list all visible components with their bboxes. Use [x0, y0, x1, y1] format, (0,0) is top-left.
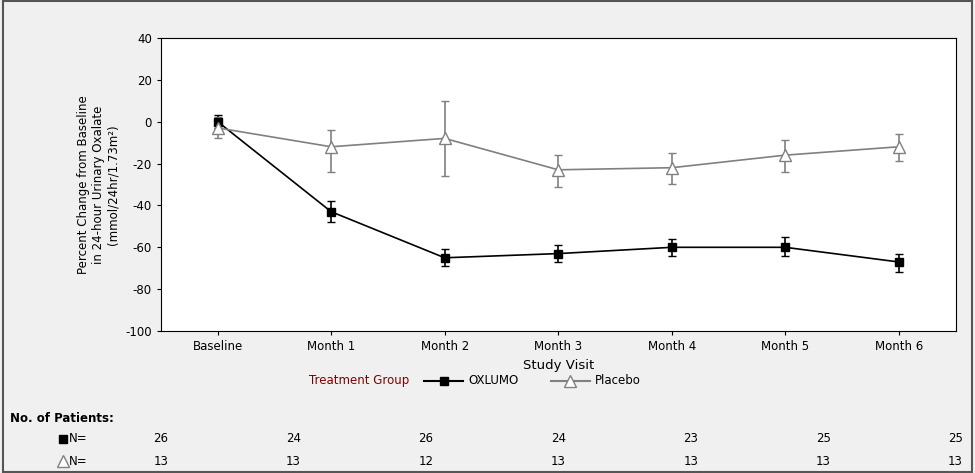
Text: N=: N= — [69, 432, 88, 446]
Text: 12: 12 — [418, 455, 433, 468]
Text: N=: N= — [69, 455, 88, 468]
Text: 13: 13 — [551, 455, 566, 468]
X-axis label: Study Visit: Study Visit — [523, 359, 594, 372]
Y-axis label: Percent Change from Baseline
in 24-hour Urinary Oxalate
(mmol/24hr/1.73m²): Percent Change from Baseline in 24-hour … — [77, 95, 120, 274]
Text: 13: 13 — [153, 455, 169, 468]
Text: 26: 26 — [153, 432, 169, 446]
Text: 26: 26 — [418, 432, 433, 446]
Text: 25: 25 — [948, 432, 963, 446]
Text: 13: 13 — [948, 455, 963, 468]
Text: 23: 23 — [683, 432, 698, 446]
Text: 25: 25 — [816, 432, 831, 446]
Text: 13: 13 — [286, 455, 300, 468]
Text: 24: 24 — [286, 432, 301, 446]
Text: 24: 24 — [551, 432, 566, 446]
Text: No. of Patients:: No. of Patients: — [10, 412, 114, 425]
Text: Treatment Group: Treatment Group — [309, 374, 410, 387]
Text: 13: 13 — [816, 455, 831, 468]
Text: OXLUMO: OXLUMO — [468, 374, 519, 387]
Text: 13: 13 — [683, 455, 698, 468]
Text: Placebo: Placebo — [595, 374, 641, 387]
